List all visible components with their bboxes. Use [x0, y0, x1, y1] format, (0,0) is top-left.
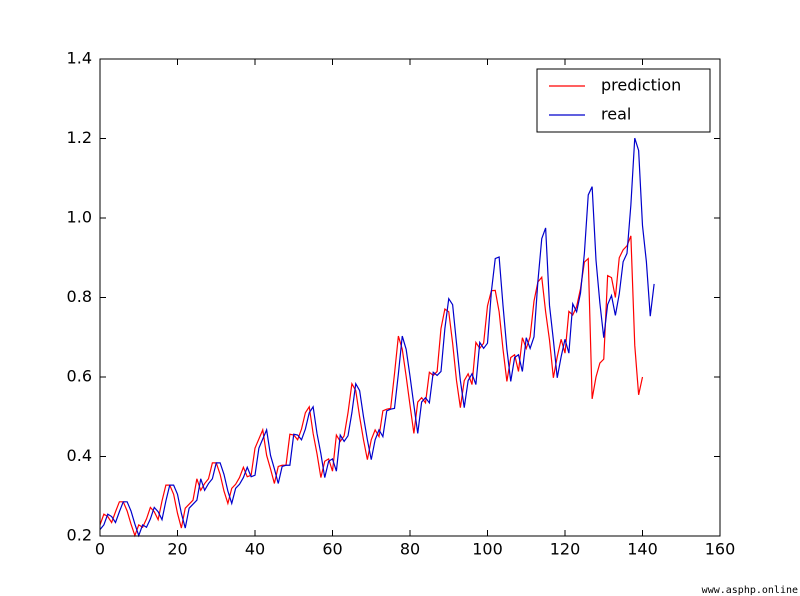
legend-label: prediction	[601, 76, 681, 95]
legend-box	[536, 68, 711, 133]
x-tick-label: 0	[95, 540, 105, 559]
y-tick-label: 0.6	[67, 367, 92, 386]
series-line	[99, 235, 644, 538]
x-tick-label: 80	[400, 540, 420, 559]
y-tick-label: 1.4	[67, 49, 92, 68]
x-tick-label: 160	[705, 540, 736, 559]
y-tick-label: 1.0	[67, 208, 92, 227]
watermark: www.asphp.online	[702, 585, 798, 596]
x-tick-label: 40	[245, 540, 265, 559]
x-tick-label: 20	[167, 540, 187, 559]
y-tick-label: 0.8	[67, 287, 92, 306]
x-tick-label: 100	[472, 540, 503, 559]
y-tick-label: 0.4	[67, 446, 92, 465]
y-tick-label: 0.2	[67, 526, 92, 545]
series-line	[99, 137, 655, 538]
x-tick-label: 120	[550, 540, 581, 559]
y-tick-label: 1.2	[67, 128, 92, 147]
x-tick-label: 60	[322, 540, 342, 559]
x-tick-label: 140	[627, 540, 658, 559]
legend-label: real	[601, 105, 631, 124]
